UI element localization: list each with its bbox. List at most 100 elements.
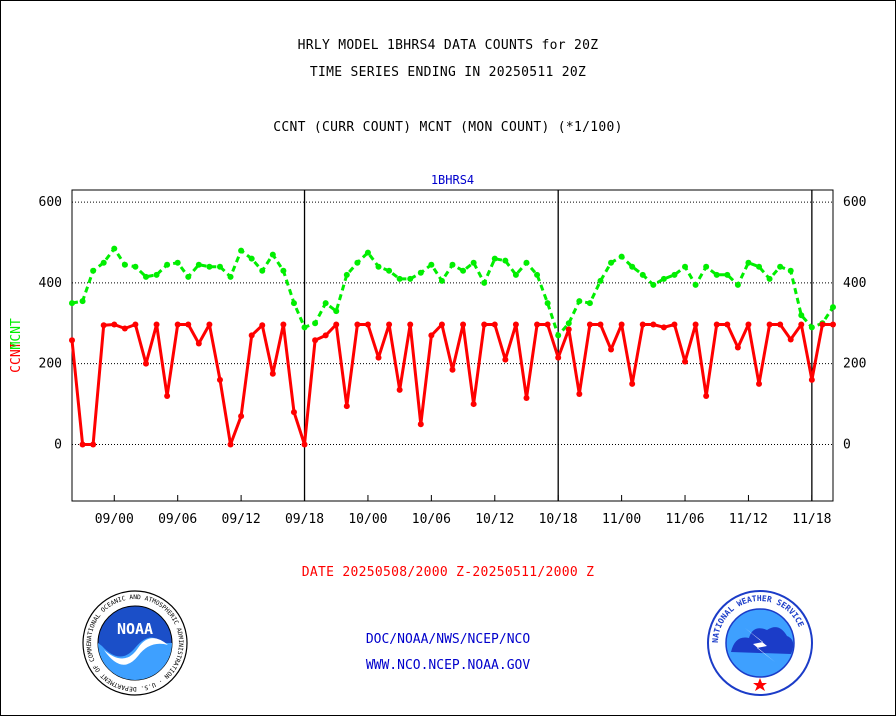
data-point-ccnt (407, 321, 414, 328)
data-point-mcnt (343, 271, 350, 278)
data-point-mcnt (407, 275, 414, 282)
data-point-ccnt (322, 332, 329, 339)
data-point-mcnt (185, 273, 192, 280)
data-point-mcnt (227, 273, 234, 280)
series-title-label: 1BHRS4 (431, 173, 474, 187)
data-point-ccnt (216, 376, 223, 383)
data-point-ccnt (523, 395, 530, 402)
y-axis-label-mcnt: MCNT (9, 318, 24, 349)
data-point-mcnt (534, 271, 541, 278)
data-point-mcnt (745, 259, 752, 266)
data-point-ccnt (153, 321, 160, 328)
data-point-mcnt (354, 259, 361, 266)
data-point-mcnt (111, 245, 118, 252)
data-point-ccnt (692, 321, 699, 328)
data-point-ccnt (787, 336, 794, 343)
y-tick-label-right: 0 (843, 437, 851, 452)
data-point-mcnt (787, 267, 794, 274)
data-point-ccnt (713, 321, 720, 328)
data-point-ccnt (121, 325, 128, 332)
data-point-mcnt (364, 249, 371, 256)
data-point-ccnt (396, 386, 403, 393)
data-point-ccnt (375, 354, 382, 361)
data-point-mcnt (69, 300, 75, 307)
data-point-mcnt (153, 271, 160, 278)
series-line-ccnt (70, 323, 833, 446)
data-point-ccnt (227, 441, 234, 448)
data-point-mcnt (164, 261, 171, 268)
data-point-mcnt (142, 273, 149, 280)
data-point-ccnt (290, 409, 297, 416)
nws-logo: NATIONAL WEATHER SERVICE (707, 590, 813, 696)
data-point-ccnt (90, 441, 97, 448)
y-tick-label-left: 600 (39, 195, 62, 210)
data-point-mcnt (460, 267, 467, 274)
data-point-ccnt (671, 321, 678, 328)
data-point-ccnt (100, 322, 107, 329)
data-point-ccnt (682, 358, 689, 365)
x-tick-label: 10/06 (412, 512, 451, 527)
data-point-ccnt (777, 321, 784, 328)
y-tick-label-right: 400 (843, 276, 866, 291)
data-point-mcnt (798, 312, 805, 319)
data-point-ccnt (745, 321, 752, 328)
data-point-mcnt (608, 259, 615, 266)
data-point-mcnt (238, 247, 245, 254)
data-point-mcnt (312, 320, 319, 327)
data-point-ccnt (830, 321, 836, 328)
data-point-mcnt (650, 281, 657, 288)
y-axis-label-ccnt: CCNT (9, 341, 24, 372)
data-point-ccnt (608, 346, 615, 353)
data-point-ccnt (819, 321, 826, 328)
data-point-mcnt (280, 267, 287, 274)
data-point-mcnt (216, 263, 223, 270)
data-point-ccnt (132, 321, 139, 328)
data-point-mcnt (206, 263, 213, 270)
data-point-ccnt (364, 321, 371, 328)
data-point-ccnt (586, 321, 593, 328)
data-point-mcnt (576, 298, 583, 305)
data-point-ccnt (660, 324, 667, 331)
data-point-ccnt (512, 321, 519, 328)
data-point-mcnt (502, 257, 509, 264)
footer-org-link[interactable]: DOC/NOAA/NWS/NCEP/NCO (365, 632, 531, 647)
data-point-mcnt (132, 263, 139, 270)
data-point-ccnt (69, 337, 75, 344)
data-point-mcnt (586, 300, 593, 307)
data-point-ccnt (555, 354, 562, 361)
footer-url-link[interactable]: WWW.NCO.NCEP.NOAA.GOV (365, 658, 531, 673)
data-point-mcnt (195, 261, 202, 268)
data-point-ccnt (343, 403, 350, 410)
data-point-mcnt (90, 267, 97, 274)
data-point-ccnt (354, 321, 361, 328)
data-point-mcnt (703, 263, 710, 270)
data-point-mcnt (618, 253, 625, 260)
x-tick-label: 11/00 (602, 512, 641, 527)
data-point-mcnt (597, 277, 604, 284)
data-point-mcnt (629, 263, 636, 270)
x-tick-label: 10/18 (539, 512, 578, 527)
noaa-logo-text: NOAA (117, 620, 153, 638)
data-point-ccnt (534, 321, 541, 328)
data-point-mcnt (756, 263, 763, 270)
data-point-mcnt (248, 255, 255, 262)
data-point-ccnt (417, 421, 424, 428)
x-tick-label: 10/00 (348, 512, 387, 527)
data-point-ccnt (449, 366, 456, 373)
date-range-label: DATE 20250508/2000 Z-20250511/2000 Z (301, 565, 595, 580)
chart-title-line1: HRLY MODEL 1BHRS4 DATA COUNTS for 20Z (297, 38, 599, 53)
data-point-ccnt (703, 392, 710, 399)
y-tick-label-left: 0 (54, 437, 62, 452)
data-point-ccnt (766, 321, 773, 328)
data-point-mcnt (290, 300, 297, 307)
data-point-ccnt (164, 392, 171, 399)
x-tick-label: 10/12 (475, 512, 514, 527)
data-point-mcnt (417, 269, 424, 276)
x-tick-label: 09/00 (95, 512, 134, 527)
data-point-ccnt (185, 321, 192, 328)
data-point-mcnt (544, 300, 551, 307)
data-point-ccnt (248, 332, 255, 339)
data-point-mcnt (375, 263, 382, 270)
data-point-ccnt (333, 321, 340, 328)
data-point-ccnt (618, 321, 625, 328)
